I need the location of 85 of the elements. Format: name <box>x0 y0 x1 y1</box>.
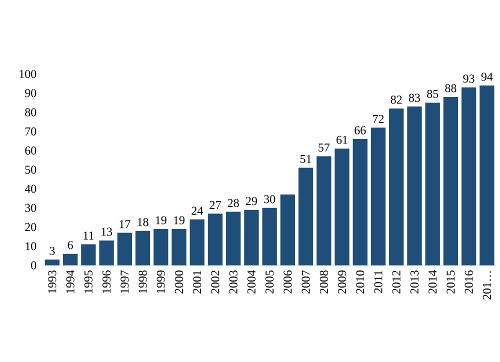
x-tick-label: 2006 <box>284 270 292 294</box>
x-tick-label: 2008 <box>320 270 328 294</box>
y-tick-label: 0 <box>31 261 36 270</box>
y-tick-label: 20 <box>25 223 36 232</box>
x-tick-label: 2003 <box>229 270 238 294</box>
bar <box>135 230 150 266</box>
bar <box>172 228 186 266</box>
x-tick-label: 2015 <box>446 270 455 294</box>
data-label: 85 <box>427 90 438 98</box>
x-tick-label: 1993 <box>48 270 56 293</box>
y-tick-label: 50 <box>25 166 36 174</box>
bar <box>244 210 259 266</box>
data-label: 28 <box>228 198 239 208</box>
bar <box>226 212 241 266</box>
x-tick-label: 2014 <box>428 270 437 294</box>
bar <box>62 254 78 266</box>
data-label: 6 <box>68 241 73 250</box>
data-label: 82 <box>390 96 402 104</box>
data-label: 11 <box>84 232 94 240</box>
x-tick-label: 2002 <box>211 270 220 294</box>
x-tick-label: 1996 <box>102 270 111 293</box>
x-tick-label: 2001 <box>193 270 202 294</box>
data-label: 61 <box>336 136 348 144</box>
data-label: 19 <box>174 216 184 224</box>
x-tick-label: 2004 <box>247 270 256 294</box>
data-label: 3 <box>50 246 55 255</box>
data-label: 27 <box>210 201 221 209</box>
bar <box>208 214 223 266</box>
bar <box>370 128 386 266</box>
x-tick-label: 2010 <box>356 270 364 294</box>
bar <box>461 87 476 266</box>
data-label: 18 <box>138 218 148 226</box>
x-tick-label: 2013 <box>410 270 419 294</box>
data-label: 29 <box>246 197 257 206</box>
bar <box>262 208 277 266</box>
bar <box>154 228 168 266</box>
x-tick-label: 2012 <box>392 270 400 294</box>
y-tick-label: 90 <box>25 89 36 98</box>
data-label: 66 <box>354 126 366 134</box>
data-label: 51 <box>300 155 312 164</box>
y-tick-label: 80 <box>25 108 36 116</box>
data-label: 88 <box>445 84 456 92</box>
y-tick-label: 60 <box>25 146 36 155</box>
x-tick-label: 2007 <box>302 270 310 294</box>
data-label: 93 <box>463 74 474 83</box>
bar <box>117 232 132 266</box>
y-tick-label: 40 <box>24 184 36 193</box>
x-tick-label: 1998 <box>138 270 147 293</box>
bar <box>407 106 422 266</box>
bar <box>99 240 114 266</box>
x-tick-label: 2009 <box>338 270 346 294</box>
bar <box>334 148 350 266</box>
x-tick-label: 2000 <box>174 270 184 294</box>
data-label: 17 <box>120 220 130 228</box>
bar <box>298 168 314 266</box>
bar <box>425 102 440 266</box>
bar <box>44 260 60 266</box>
bar <box>352 139 368 266</box>
bar <box>443 96 458 266</box>
x-tick-label: 2016 <box>464 270 473 294</box>
y-tick-label: 30 <box>25 204 36 212</box>
data-label: 94 <box>481 72 493 81</box>
x-tick-label: 1994 <box>66 270 74 293</box>
x-tick-label: 1999 <box>156 270 165 293</box>
bar <box>480 85 494 266</box>
y-tick-label: 70 <box>25 127 36 136</box>
bar <box>316 156 332 266</box>
y-tick-label: 100 <box>20 70 36 78</box>
x-tick-label: 1997 <box>120 270 129 293</box>
data-label: 24 <box>192 206 203 215</box>
x-tick-label: 201… <box>482 271 492 300</box>
y-tick-label: 10 <box>26 242 36 250</box>
bar <box>190 219 204 266</box>
x-tick-label: 2011 <box>374 270 382 294</box>
data-label: 57 <box>318 144 330 152</box>
data-label: 72 <box>373 114 384 123</box>
data-label: 13 <box>102 228 112 236</box>
bar <box>81 244 96 266</box>
bar <box>389 108 404 266</box>
data-label: 30 <box>264 195 276 204</box>
x-tick-label: 2005 <box>266 270 274 294</box>
x-tick-label: 1995 <box>84 270 92 293</box>
data-label: 83 <box>408 94 420 102</box>
data-label: 19 <box>156 216 166 224</box>
bar <box>280 194 296 266</box>
